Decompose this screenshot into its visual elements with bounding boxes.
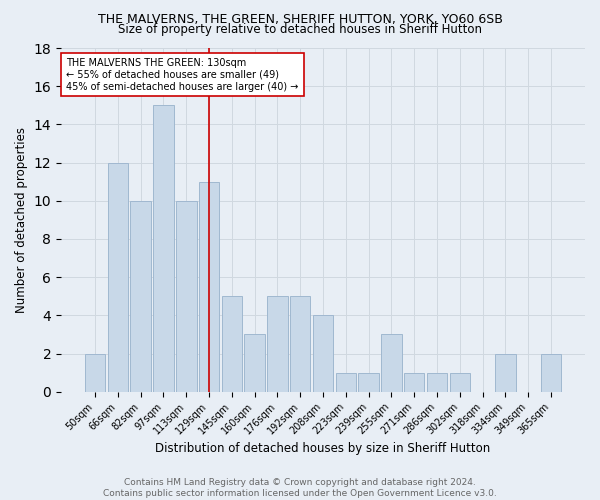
Text: Contains HM Land Registry data © Crown copyright and database right 2024.
Contai: Contains HM Land Registry data © Crown c… bbox=[103, 478, 497, 498]
X-axis label: Distribution of detached houses by size in Sheriff Hutton: Distribution of detached houses by size … bbox=[155, 442, 491, 455]
Text: Size of property relative to detached houses in Sheriff Hutton: Size of property relative to detached ho… bbox=[118, 22, 482, 36]
Bar bbox=[244, 334, 265, 392]
Bar bbox=[449, 372, 470, 392]
Text: THE MALVERNS THE GREEN: 130sqm
← 55% of detached houses are smaller (49)
45% of : THE MALVERNS THE GREEN: 130sqm ← 55% of … bbox=[66, 58, 299, 92]
Bar bbox=[199, 182, 220, 392]
Bar bbox=[290, 296, 310, 392]
Bar bbox=[267, 296, 287, 392]
Bar bbox=[335, 372, 356, 392]
Bar bbox=[495, 354, 515, 392]
Y-axis label: Number of detached properties: Number of detached properties bbox=[15, 127, 28, 313]
Bar bbox=[427, 372, 447, 392]
Bar bbox=[221, 296, 242, 392]
Bar bbox=[176, 201, 197, 392]
Bar bbox=[313, 316, 333, 392]
Bar bbox=[153, 106, 174, 392]
Bar bbox=[85, 354, 106, 392]
Text: THE MALVERNS, THE GREEN, SHERIFF HUTTON, YORK, YO60 6SB: THE MALVERNS, THE GREEN, SHERIFF HUTTON,… bbox=[98, 12, 502, 26]
Bar bbox=[130, 201, 151, 392]
Bar bbox=[358, 372, 379, 392]
Bar bbox=[381, 334, 401, 392]
Bar bbox=[404, 372, 424, 392]
Bar bbox=[107, 162, 128, 392]
Bar bbox=[541, 354, 561, 392]
